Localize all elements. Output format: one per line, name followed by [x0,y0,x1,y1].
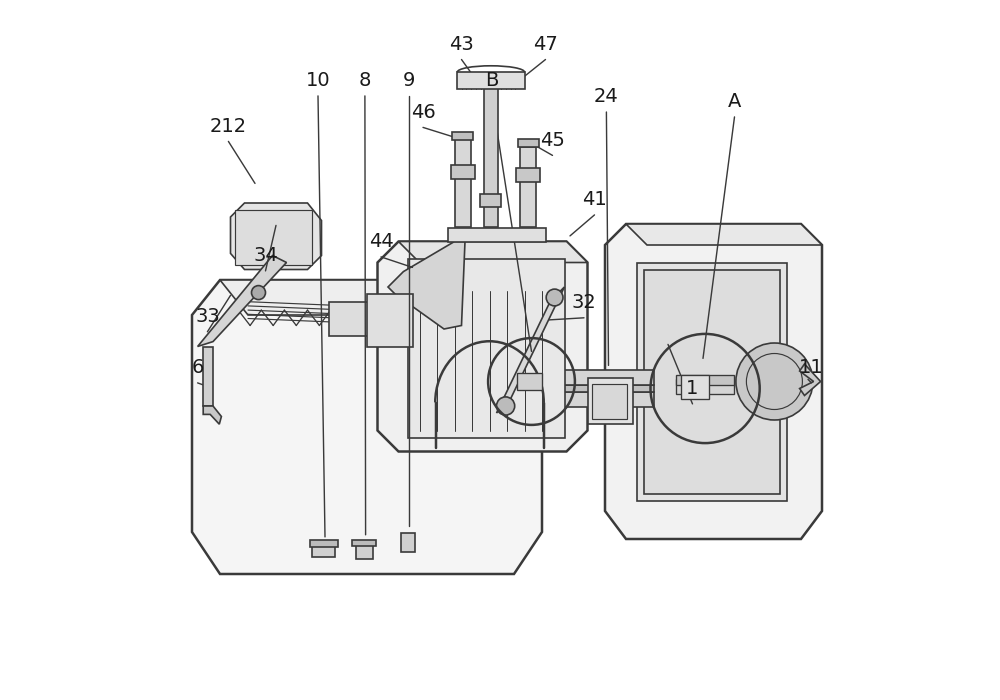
Polygon shape [378,241,588,452]
Bar [408,259,565,438]
Bar [518,139,538,147]
Text: 1: 1 [686,379,699,398]
Bar [401,533,415,552]
Text: 41: 41 [582,190,607,209]
Polygon shape [192,280,542,574]
Bar [310,540,338,547]
Bar [588,378,633,423]
Text: 6: 6 [191,358,204,377]
Text: 11: 11 [799,358,824,377]
Bar [312,541,335,556]
Bar [484,88,498,228]
Polygon shape [800,364,821,395]
Bar [517,373,542,390]
Circle shape [496,397,515,415]
Bar [448,228,546,241]
Text: 44: 44 [369,232,393,251]
Bar [637,262,787,500]
Bar [352,540,376,546]
Circle shape [546,289,563,306]
Bar [514,385,654,392]
Bar [203,346,213,406]
Bar [452,132,473,140]
Polygon shape [626,224,822,245]
Polygon shape [457,72,524,89]
Bar [514,392,654,407]
Text: 212: 212 [210,116,247,136]
Text: A: A [728,92,741,111]
Bar [235,210,312,265]
Polygon shape [496,287,564,413]
Text: 32: 32 [572,293,596,312]
Text: 24: 24 [594,87,619,106]
Text: B: B [485,71,498,90]
Text: 10: 10 [306,71,330,90]
Text: 8: 8 [359,71,371,90]
Polygon shape [220,280,542,315]
Circle shape [736,343,813,420]
Bar [644,270,780,494]
Bar [676,379,734,394]
Polygon shape [231,203,322,270]
Polygon shape [605,224,822,539]
Bar [516,168,540,182]
Polygon shape [398,241,588,262]
Circle shape [252,286,266,300]
Text: 33: 33 [195,307,220,326]
Bar [514,370,654,385]
Text: 43: 43 [449,34,474,54]
Text: 45: 45 [540,130,565,150]
Bar [520,147,536,228]
Bar [681,374,709,399]
Bar [451,164,475,178]
Text: 46: 46 [411,102,435,122]
Polygon shape [198,256,287,346]
Bar [454,136,471,228]
Polygon shape [203,406,221,424]
Bar [328,302,388,336]
Bar [356,545,373,559]
Bar [676,375,734,385]
Bar [480,194,501,206]
Bar [367,294,413,346]
Polygon shape [388,241,465,329]
Text: 9: 9 [403,71,415,90]
Bar [592,384,627,419]
Text: 34: 34 [253,246,278,265]
Text: 47: 47 [533,34,558,54]
